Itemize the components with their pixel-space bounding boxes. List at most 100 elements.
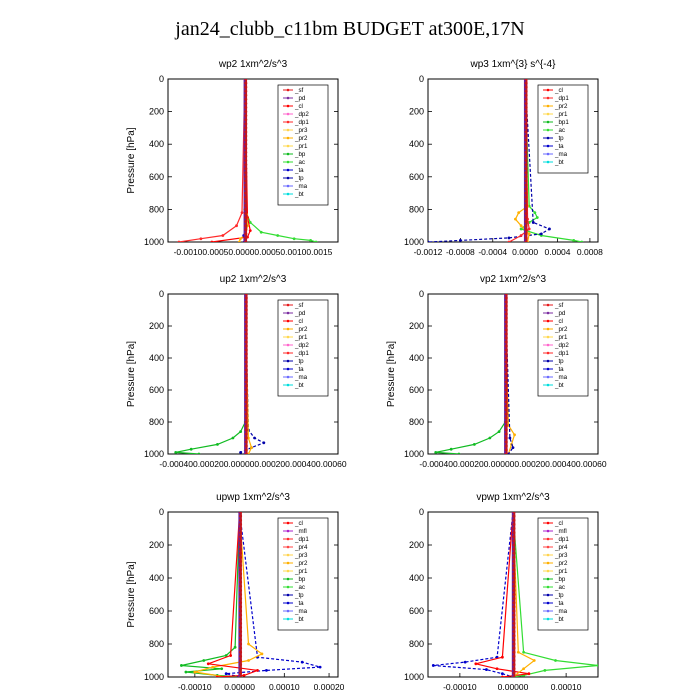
trunk-marker xyxy=(239,518,243,522)
y-tick-label: 400 xyxy=(149,353,164,363)
y-tick-label: 0 xyxy=(419,507,424,517)
series-point-cl xyxy=(256,669,259,672)
trunk-marker xyxy=(524,211,528,215)
plot-frame xyxy=(167,293,339,455)
trunk-marker xyxy=(504,294,508,296)
legend-marker xyxy=(546,569,550,573)
legend-label: _tp xyxy=(554,135,564,142)
legend-marker xyxy=(286,327,290,331)
legend-label: _pr2 xyxy=(294,560,308,567)
trunk-marker xyxy=(244,340,248,344)
trunk-marker xyxy=(504,320,508,324)
trunk-marker xyxy=(244,404,248,408)
legend-label: _ta xyxy=(554,143,564,150)
trunk-marker xyxy=(244,114,248,118)
trunk-marker xyxy=(504,436,508,440)
trunk-marker xyxy=(512,638,516,642)
series-point-tp xyxy=(253,436,256,440)
y-tick-label: 1000 xyxy=(404,449,424,459)
series-point-bp xyxy=(180,664,183,667)
series-point-pr2 xyxy=(527,232,531,236)
trunk-marker xyxy=(239,588,243,592)
legend-marker xyxy=(546,609,550,613)
legend-label: _cl xyxy=(294,520,303,527)
trunk-marker xyxy=(239,642,243,646)
trunk-marker xyxy=(244,97,248,101)
trunk-marker xyxy=(244,440,248,444)
trunk-marker xyxy=(512,634,516,638)
x-tick-label: -0.0004 xyxy=(478,247,507,257)
trunk-marker xyxy=(524,167,528,171)
trunk-marker xyxy=(524,97,528,101)
legend-marker xyxy=(546,561,550,565)
trunk-marker xyxy=(239,638,243,642)
trunk-marker xyxy=(244,308,248,312)
series-point-bp xyxy=(174,451,178,454)
trunk-marker xyxy=(239,522,243,526)
legend-marker xyxy=(546,303,550,307)
legend-label: _cl xyxy=(554,87,563,94)
legend-label: _pr4 xyxy=(294,544,308,551)
series-point-tp xyxy=(531,221,535,224)
y-tick-label: 400 xyxy=(409,139,424,149)
legend-marker xyxy=(286,96,290,100)
trunk-marker xyxy=(524,89,528,93)
series-point-cl xyxy=(210,240,214,242)
series-point-tp xyxy=(458,238,462,242)
trunk-marker xyxy=(504,420,508,424)
trunk-marker xyxy=(244,187,248,191)
legend-marker xyxy=(286,343,290,347)
trunk-marker xyxy=(524,130,528,134)
trunk-marker xyxy=(244,175,248,179)
trunk-marker xyxy=(239,659,243,662)
legend-box xyxy=(277,299,329,397)
y-tick-label: 200 xyxy=(409,321,424,331)
trunk-marker xyxy=(504,384,508,388)
legend-label: _pr1 xyxy=(294,334,308,341)
trunk-marker xyxy=(239,605,243,609)
series-point-ac xyxy=(259,230,263,234)
trunk-marker xyxy=(244,81,248,85)
trunk-marker xyxy=(512,551,516,555)
trunk-marker xyxy=(244,154,248,158)
trunk-marker xyxy=(512,535,516,539)
series-group xyxy=(174,294,266,454)
legend-marker xyxy=(286,537,290,541)
legend-label: _pr3 xyxy=(554,552,568,559)
trunk-marker xyxy=(244,452,248,454)
x-tick-label: 0.0008 xyxy=(577,247,603,257)
trunk-marker xyxy=(504,316,508,320)
series-point-tp xyxy=(239,451,243,454)
panel-4: vp2 1xm^2/s^3 0 200 400 600 800 1000 Pressure [… xyxy=(386,274,607,469)
trunk-marker xyxy=(524,110,528,114)
trunk-marker xyxy=(512,512,516,514)
trunk-marker xyxy=(244,122,248,126)
legend-label: _cl xyxy=(554,520,563,527)
y-tick-label: 1000 xyxy=(404,237,424,247)
trunk-marker xyxy=(244,89,248,93)
legend-marker xyxy=(286,319,290,323)
trunk-marker xyxy=(524,114,528,118)
panel-1: wp2 1xm^2/s^3 0 200 400 600 800 1000 Pressure [… xyxy=(126,59,339,257)
trunk-marker xyxy=(239,675,243,677)
trunk-marker xyxy=(512,671,516,675)
trunk-marker xyxy=(504,348,508,352)
trunk-marker xyxy=(504,340,508,344)
trunk-marker xyxy=(244,444,248,448)
trunk-marker xyxy=(244,150,248,154)
legend-label: _dp2 xyxy=(294,111,309,118)
trunk-marker xyxy=(524,142,528,146)
series-point-cl xyxy=(527,672,531,676)
panel-2: wp3 1xm^{3} s^{-4}02004006008001000-0.00… xyxy=(404,59,603,257)
trunk-marker xyxy=(512,621,516,625)
legend-marker xyxy=(286,120,290,124)
legend-label: _pr4 xyxy=(554,544,568,551)
legend-label: _ma xyxy=(294,608,308,615)
series-line-tp xyxy=(428,79,551,242)
series-point-bp xyxy=(220,667,224,671)
series-point-dp1 xyxy=(177,240,181,242)
trunk-marker xyxy=(524,216,528,220)
trunk-marker xyxy=(244,142,248,146)
trunk-marker xyxy=(244,159,248,162)
trunk-marker xyxy=(504,440,508,444)
